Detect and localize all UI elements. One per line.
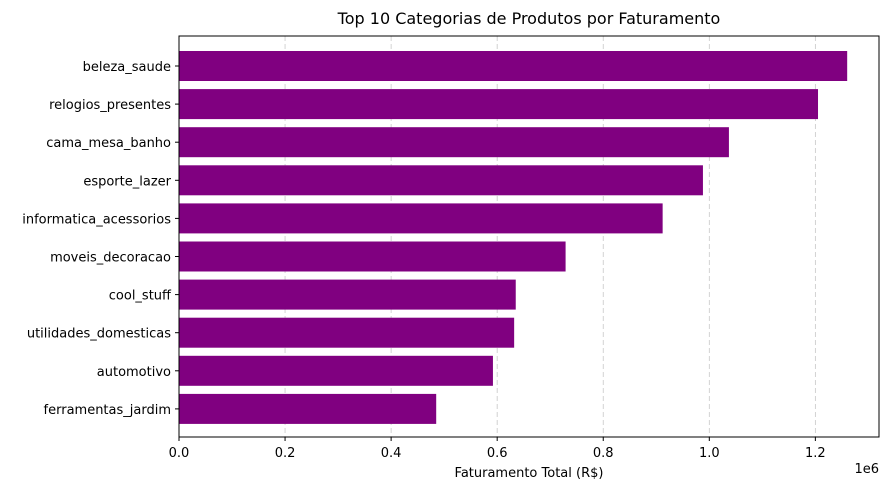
y-tick-label: relogios_presentes — [49, 98, 171, 113]
y-tick-label: cool_stuff — [109, 289, 172, 304]
x-tick-label: 0.2 — [275, 446, 296, 461]
y-tick-label: informatica_acessorios — [22, 212, 171, 227]
bar-utilidades_domesticas — [179, 317, 515, 348]
x-tick-label: 1.0 — [699, 446, 720, 461]
x-tick-label: 1.2 — [805, 446, 826, 461]
x-axis-ticks: 0.0 0.2 0.4 0.6 0.8 1.0 1.2 — [169, 437, 826, 461]
y-axis-ticks: beleza_saude relogios_presentes cama_mesa_… — [22, 60, 179, 418]
bar-automotivo — [179, 355, 493, 386]
x-tick-label: 0.8 — [593, 446, 614, 461]
x-tick-label: 0.0 — [169, 446, 190, 461]
x-tick-label: 0.4 — [381, 446, 402, 461]
bar-informatica_acessorios — [179, 203, 663, 234]
y-tick-label: esporte_lazer — [83, 174, 171, 189]
bar-esporte_lazer — [179, 165, 703, 196]
chart-title: Top 10 Categorias de Produtos por Fatura… — [337, 9, 721, 28]
bars — [179, 51, 848, 424]
bar-beleza_saude — [179, 51, 848, 81]
y-tick-label: moveis_decoracao — [50, 251, 171, 266]
bar-ferramentas_jardim — [179, 393, 437, 424]
bar-moveis_decoracao — [179, 241, 566, 272]
x-axis-label: Faturamento Total (R$) — [455, 466, 604, 481]
y-tick-label: utilidades_domesticas — [27, 327, 171, 342]
bar-cama_mesa_banho — [179, 127, 729, 158]
y-tick-label: beleza_saude — [83, 60, 171, 75]
x-axis-offset-label: 1e6 — [854, 462, 879, 477]
bar-cool_stuff — [179, 279, 516, 310]
bar-relogios_presentes — [179, 89, 819, 120]
x-tick-label: 0.6 — [487, 446, 508, 461]
y-tick-label: cama_mesa_banho — [46, 136, 171, 151]
y-tick-label: automotivo — [97, 365, 171, 380]
plot-frame — [178, 35, 880, 438]
y-tick-label: ferramentas_jardim — [44, 403, 171, 418]
